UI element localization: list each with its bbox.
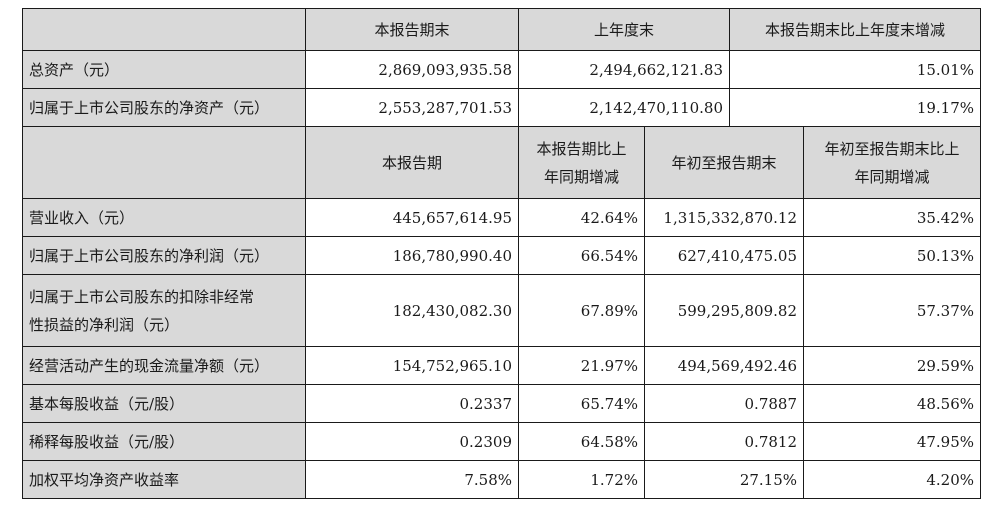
header-period-yoy: 本报告期比上 年同期增减: [518, 126, 645, 199]
value-prior-year-end: 2,494,662,121.83: [517, 50, 731, 89]
table-row: 归属于上市公司股东的净利润（元） 186,780,990.40 66.54% 6…: [22, 236, 982, 275]
row-label: 加权平均净资产收益率: [22, 460, 306, 499]
table-row: 营业收入（元） 445,657,614.95 42.64% 1,315,332,…: [22, 198, 982, 237]
row-label-line2: 性损益的净利润（元）: [29, 315, 180, 334]
value-period-end: 2,553,287,701.53: [305, 88, 519, 127]
value-period-yoy: 65.74%: [518, 384, 645, 423]
value-ytd: 627,410,475.05: [643, 236, 805, 275]
value-period: 0.2309: [305, 422, 519, 461]
value-ytd: 27.15%: [643, 460, 805, 499]
header-blank-cell: [22, 126, 306, 199]
value-ytd: 1,315,332,870.12: [643, 198, 805, 237]
value-period-yoy: 42.64%: [518, 198, 645, 237]
header-row-income: 本报告期 本报告期比上 年同期增减 年初至报告期末 年初至报告期末比上 年同期增…: [22, 126, 982, 199]
header-row-balance: 本报告期末 上年度末 本报告期末比上年度末增减: [22, 8, 982, 51]
value-period-yoy: 21.97%: [518, 346, 645, 385]
value-period-yoy: 64.58%: [518, 422, 645, 461]
value-ytd-yoy: 4.20%: [803, 460, 982, 499]
value-change: 19.17%: [729, 88, 982, 127]
value-period: 182,430,082.30: [305, 274, 519, 347]
value-ytd-yoy: 35.42%: [803, 198, 982, 237]
table-row: 基本每股收益（元/股） 0.2337 65.74% 0.7887 48.56%: [22, 384, 982, 423]
header-ytd: 年初至报告期末: [643, 126, 805, 199]
row-label: 归属于上市公司股东的扣除非经常 性损益的净利润（元）: [22, 274, 306, 347]
value-ytd-yoy: 47.95%: [803, 422, 982, 461]
header-period-yoy-line2: 年同期增减: [543, 167, 619, 186]
value-ytd: 0.7887: [643, 384, 805, 423]
value-period-yoy: 1.72%: [518, 460, 645, 499]
value-period-yoy: 67.89%: [518, 274, 645, 347]
row-label-line1: 归属于上市公司股东的扣除非经常: [29, 287, 255, 306]
value-period: 186,780,990.40: [305, 236, 519, 275]
row-label: 稀释每股收益（元/股）: [22, 422, 306, 461]
row-label: 总资产（元）: [22, 50, 306, 89]
table-row: 归属于上市公司股东的扣除非经常 性损益的净利润（元） 182,430,082.3…: [22, 274, 982, 347]
row-label: 归属于上市公司股东的净资产（元）: [22, 88, 306, 127]
value-ytd-yoy: 48.56%: [803, 384, 982, 423]
value-ytd-yoy: 29.59%: [803, 346, 982, 385]
table-row: 经营活动产生的现金流量净额（元） 154,752,965.10 21.97% 4…: [22, 346, 982, 385]
header-prior-year-end: 上年度末: [517, 8, 731, 51]
header-current-period: 本报告期: [305, 126, 519, 199]
value-period-end: 2,869,093,935.58: [305, 50, 519, 89]
value-period: 0.2337: [305, 384, 519, 423]
header-period-end: 本报告期末: [305, 8, 519, 51]
header-ytd-yoy: 年初至报告期末比上 年同期增减: [803, 126, 982, 199]
header-ytd-yoy-line2: 年同期增减: [854, 167, 930, 186]
value-period: 7.58%: [305, 460, 519, 499]
table-row: 总资产（元） 2,869,093,935.58 2,494,662,121.83…: [22, 50, 982, 89]
header-blank-cell: [22, 8, 306, 51]
value-change: 15.01%: [729, 50, 982, 89]
value-period: 445,657,614.95: [305, 198, 519, 237]
header-change-vs-prior: 本报告期末比上年度末增减: [729, 8, 982, 51]
row-label: 营业收入（元）: [22, 198, 306, 237]
row-label: 基本每股收益（元/股）: [22, 384, 306, 423]
header-period-yoy-line1: 本报告期比上: [536, 139, 627, 158]
value-ytd-yoy: 57.37%: [803, 274, 982, 347]
value-ytd: 599,295,809.82: [643, 274, 805, 347]
value-period-yoy: 66.54%: [518, 236, 645, 275]
table-row: 稀释每股收益（元/股） 0.2309 64.58% 0.7812 47.95%: [22, 422, 982, 461]
value-ytd-yoy: 50.13%: [803, 236, 982, 275]
value-period: 154,752,965.10: [305, 346, 519, 385]
financial-data-table: 本报告期末 上年度末 本报告期末比上年度末增减 总资产（元） 2,869,093…: [22, 8, 982, 499]
value-ytd: 494,569,492.46: [643, 346, 805, 385]
value-prior-year-end: 2,142,470,110.80: [517, 88, 731, 127]
header-ytd-yoy-line1: 年初至报告期末比上: [824, 139, 960, 158]
table-row: 归属于上市公司股东的净资产（元） 2,553,287,701.53 2,142,…: [22, 88, 982, 127]
row-label: 归属于上市公司股东的净利润（元）: [22, 236, 306, 275]
value-ytd: 0.7812: [643, 422, 805, 461]
row-label: 经营活动产生的现金流量净额（元）: [22, 346, 306, 385]
table-row: 加权平均净资产收益率 7.58% 1.72% 27.15% 4.20%: [22, 460, 982, 499]
